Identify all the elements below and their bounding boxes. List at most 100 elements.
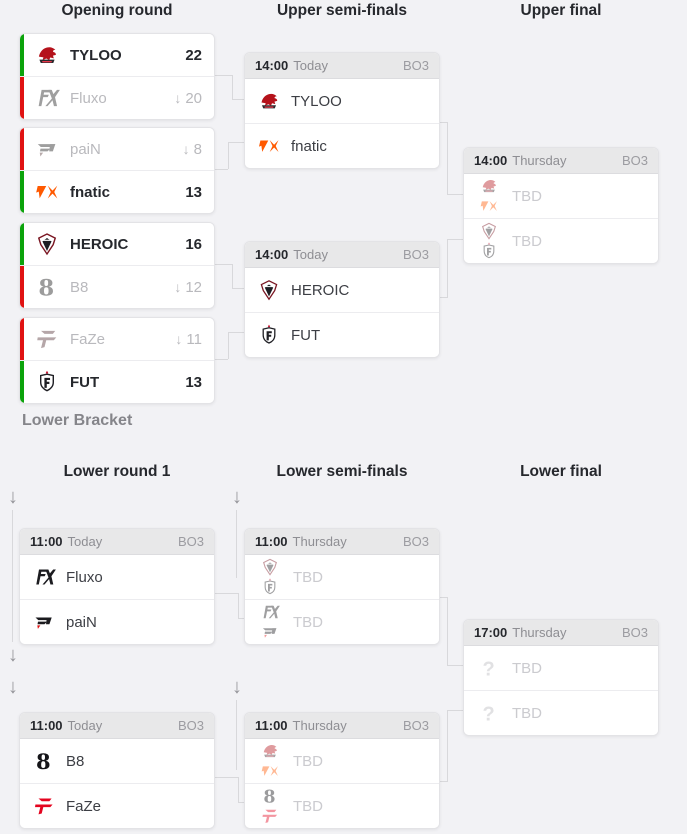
- team-score: 22: [185, 46, 202, 64]
- result-bar: [20, 223, 24, 265]
- heading-opening-round: Opening round: [61, 2, 173, 19]
- match-format: BO3: [621, 153, 648, 168]
- result-bar: [20, 34, 24, 76]
- match-time: 11:00: [30, 718, 63, 733]
- connector-line: [447, 122, 448, 195]
- drop-down-icon: ↓: [8, 676, 18, 698]
- team-row[interactable]: 8 B8: [20, 739, 214, 783]
- team-row[interactable]: FUT: [245, 312, 439, 357]
- team-name: fnatic: [70, 183, 111, 201]
- match-day: Thursday: [512, 153, 567, 168]
- team-row[interactable]: TBD: [464, 174, 658, 218]
- heading-lower-final: Lower final: [520, 463, 602, 480]
- match-time: 11:00: [255, 718, 288, 733]
- pain-logo: [260, 622, 280, 642]
- team-row[interactable]: TYLOO 22: [20, 34, 214, 76]
- team-row[interactable]: FaZe ↓ 11: [20, 318, 214, 360]
- drop-down-icon: ↓: [8, 486, 18, 508]
- match-lower-round1-1[interactable]: 11:00 Today BO3 Fluxo paiN: [19, 528, 215, 645]
- connector-line: [232, 264, 233, 288]
- match-opening-1[interactable]: TYLOO 22 Fluxo ↓ 20: [19, 33, 215, 120]
- drop-line: [236, 700, 237, 770]
- team-row[interactable]: Fluxo: [20, 555, 214, 599]
- result-bar: [20, 128, 24, 170]
- team-row[interactable]: TBD: [464, 218, 658, 263]
- team-name: HEROIC: [70, 235, 129, 253]
- team-name: TBD: [293, 568, 323, 586]
- team-row[interactable]: ? TBD: [464, 690, 658, 735]
- match-upper-semi-2[interactable]: 14:00 Today BO3 HEROIC FUT: [244, 241, 440, 358]
- team-name: TBD: [512, 659, 542, 677]
- team-score: 20: [185, 89, 202, 107]
- heroic-logo: [257, 278, 281, 302]
- match-opening-2[interactable]: paiN ↓ 8 fnatic 13: [19, 127, 215, 214]
- connector-line: [440, 597, 448, 598]
- match-opening-3[interactable]: HEROIC 16 8 B8 ↓ 12: [19, 222, 215, 309]
- match-time: 14:00: [255, 58, 289, 73]
- team-score: 13: [185, 373, 202, 391]
- match-header: 11:00 Thursday BO3: [245, 529, 439, 555]
- match-lower-final[interactable]: 17:00 Thursday BO3 ? TBD ? TBD: [463, 619, 659, 736]
- connector-line: [238, 593, 239, 619]
- match-lower-semi-1[interactable]: 11:00 Thursday BO3 TBD TBD: [244, 528, 440, 645]
- team-row[interactable]: 8 TBD: [245, 783, 439, 828]
- match-format: BO3: [402, 247, 429, 262]
- connector-line: [215, 777, 238, 778]
- team-name: paiN: [66, 613, 97, 631]
- team-name: TYLOO: [291, 92, 342, 110]
- heading-lower-semi-finals: Lower semi-finals: [276, 463, 408, 480]
- team-row[interactable]: HEROIC: [245, 268, 439, 312]
- match-time: 14:00: [474, 153, 508, 168]
- team-row[interactable]: TYLOO: [245, 79, 439, 123]
- match-time: 17:00: [474, 625, 508, 640]
- tbd-logo: ?: [477, 701, 501, 726]
- team-name: FaZe: [66, 797, 102, 815]
- match-opening-4[interactable]: FaZe ↓ 11 FUT 13: [19, 317, 215, 404]
- tyloo-logo: [34, 42, 60, 68]
- team-row[interactable]: fnatic 13: [20, 170, 214, 213]
- team-row[interactable]: fnatic: [245, 123, 439, 168]
- team-name: TBD: [293, 797, 323, 815]
- team-row[interactable]: paiN ↓ 8: [20, 128, 214, 170]
- svg-text:8: 8: [263, 788, 275, 806]
- team-name: fnatic: [291, 137, 327, 155]
- match-upper-semi-1[interactable]: 14:00 Today BO3 TYLOO fnatic: [244, 52, 440, 169]
- connector-line: [447, 710, 463, 711]
- fnatic-logo: [479, 196, 499, 216]
- faze-logo: [260, 806, 280, 826]
- faze-logo: [32, 794, 56, 818]
- team-row[interactable]: FUT 13: [20, 360, 214, 403]
- match-lower-round1-2[interactable]: 11:00 Today BO3 8 B8 FaZe: [19, 712, 215, 829]
- connector-line: [447, 194, 463, 195]
- team-row[interactable]: TBD: [245, 739, 439, 783]
- fluxo-logo: [32, 565, 56, 589]
- team-name: TBD: [293, 613, 323, 631]
- team-row[interactable]: FaZe: [20, 783, 214, 828]
- result-bar: [20, 266, 24, 308]
- b8-logo: 8: [260, 786, 280, 806]
- connector-line: [238, 802, 245, 803]
- team-row[interactable]: paiN: [20, 599, 214, 644]
- match-day: Thursday: [292, 718, 347, 733]
- team-row[interactable]: Fluxo ↓ 20: [20, 76, 214, 119]
- match-format: BO3: [402, 718, 429, 733]
- team-row[interactable]: HEROIC 16: [20, 223, 214, 265]
- team-row[interactable]: TBD: [245, 599, 439, 644]
- team-name: TBD: [512, 704, 542, 722]
- connector-line: [215, 75, 232, 76]
- b8-logo: 8: [32, 749, 56, 773]
- team-name: B8: [66, 752, 85, 770]
- svg-text:?: ?: [483, 659, 495, 681]
- team-row[interactable]: 8 B8 ↓ 12: [20, 265, 214, 308]
- team-row[interactable]: ? TBD: [464, 646, 658, 690]
- match-lower-semi-2[interactable]: 11:00 Thursday BO3 TBD 8 TBD: [244, 712, 440, 829]
- connector-line: [447, 239, 448, 297]
- team-name: B8: [70, 278, 89, 296]
- connector-line: [232, 75, 233, 99]
- team-row[interactable]: TBD: [245, 555, 439, 599]
- match-format: BO3: [402, 58, 429, 73]
- team-score: 13: [185, 183, 202, 201]
- team-name: TBD: [512, 232, 542, 250]
- connector-line: [232, 288, 245, 289]
- match-upper-final[interactable]: 14:00 Thursday BO3 TBD TBD: [463, 147, 659, 264]
